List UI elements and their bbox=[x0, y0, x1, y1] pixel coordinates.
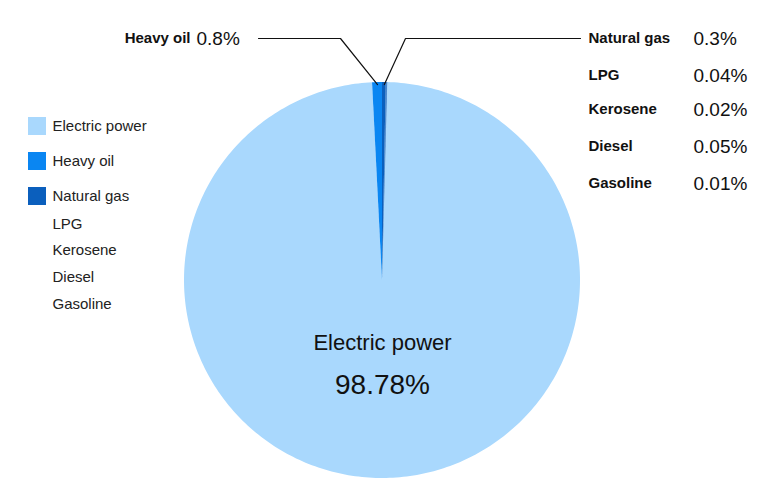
svg-text:Natural gas: Natural gas bbox=[589, 29, 671, 46]
svg-text:Heavy oil: Heavy oil bbox=[125, 29, 191, 46]
svg-text:Gasoline: Gasoline bbox=[589, 174, 652, 191]
svg-text:0.01%: 0.01% bbox=[694, 173, 748, 194]
svg-text:0.04%: 0.04% bbox=[694, 65, 748, 86]
svg-text:Diesel: Diesel bbox=[589, 137, 633, 154]
svg-text:Kerosene: Kerosene bbox=[589, 100, 657, 117]
svg-text:Heavy oil: Heavy oil bbox=[53, 152, 115, 169]
svg-text:0.05%: 0.05% bbox=[694, 136, 748, 157]
svg-text:Diesel: Diesel bbox=[53, 268, 95, 285]
svg-text:Kerosene: Kerosene bbox=[53, 241, 117, 258]
svg-text:Natural gas: Natural gas bbox=[53, 187, 130, 204]
svg-text:Gasoline: Gasoline bbox=[53, 295, 112, 312]
svg-text:0.8%: 0.8% bbox=[197, 28, 240, 49]
svg-text:98.78%: 98.78% bbox=[335, 369, 430, 400]
svg-text:LPG: LPG bbox=[589, 66, 620, 83]
svg-text:Electric power: Electric power bbox=[53, 117, 147, 134]
svg-text:Electric power: Electric power bbox=[313, 330, 451, 355]
svg-text:LPG: LPG bbox=[53, 215, 83, 232]
svg-text:0.02%: 0.02% bbox=[694, 99, 748, 120]
svg-text:0.3%: 0.3% bbox=[694, 28, 737, 49]
